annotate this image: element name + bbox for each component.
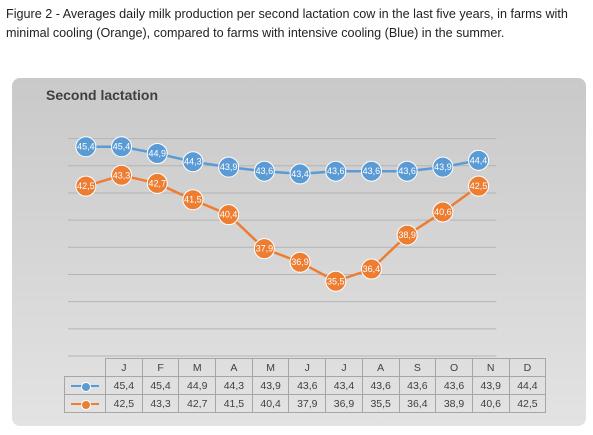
data-point [325,160,347,182]
data-point [182,189,204,211]
month-label: O [435,358,473,377]
data-label: 45,4 [77,142,95,152]
month-label: J [288,358,327,377]
data-point [468,149,490,171]
data-point [146,143,168,165]
data-point [253,160,275,182]
data-label: 43,6 [398,166,416,176]
data-point [111,164,133,186]
table-cell: 44,9 [178,376,217,395]
data-label: 43,6 [363,166,381,176]
table-cell: 43,6 [288,376,327,395]
table-cell: 38,9 [435,394,473,413]
data-point [182,151,204,173]
data-point [218,204,240,226]
month-label: N [471,358,510,377]
table-cell: 43,9 [471,376,510,395]
table-cell: 37,9 [288,394,327,413]
data-point [75,136,97,158]
table-cell: 36,9 [325,394,363,413]
month-label: A [215,358,253,377]
month-label: S [398,358,437,377]
table-cell: 35,5 [361,394,400,413]
data-label: 38,9 [398,230,416,240]
data-point [146,172,168,194]
table-cell: 43,9 [251,376,290,395]
chart-title: Second lactation [46,87,159,103]
data-point [468,175,490,197]
data-point [289,163,311,185]
month-label: F [141,358,180,377]
data-label: 37,9 [256,244,274,254]
month-label: A [361,358,400,377]
legend-key-orange [64,394,106,413]
data-point [289,251,311,273]
data-table-row: 42,5 43,3 42,7 41,5 40,4 37,9 36,9 35,5 36,4 38,9… [64,394,547,413]
data-point [253,238,275,260]
table-cell: 43,6 [398,376,437,395]
table-cell: 43,6 [435,376,473,395]
data-point [325,270,347,292]
data-point [218,156,240,178]
data-point [360,258,382,280]
figure-caption: Figure 2 - Averages daily milk productio… [6,7,568,40]
data-label: 35,5 [327,276,345,286]
data-label: 36,9 [291,257,309,267]
data-label: 40,6 [434,207,452,217]
data-label: 43,3 [113,170,131,180]
data-label: 45,4 [113,142,131,152]
data-point [432,156,454,178]
table-cell: 42,5 [508,394,547,413]
month-label: M [178,358,217,377]
data-label: 41,5 [184,195,202,205]
data-label: 43,6 [327,166,345,176]
data-label: 42,7 [148,178,166,188]
table-cell: 43,3 [141,394,180,413]
month-label: M [251,358,290,377]
data-point [432,201,454,223]
data-point [396,224,418,246]
data-point [75,175,97,197]
data-label: 44,4 [470,155,488,165]
table-cell: 43,6 [361,376,400,395]
data-label: 36,4 [363,264,381,274]
data-label: 43,6 [256,166,274,176]
data-label: 43,9 [434,162,452,172]
table-cell: 45,4 [105,376,143,395]
data-point [111,136,133,158]
table-cell: 36,4 [398,394,437,413]
data-label: 43,9 [220,162,238,172]
legend-key-blue [64,376,106,395]
table-cell: 44,4 [508,376,547,395]
table-cell: 40,4 [251,394,290,413]
table-cell: 42,7 [178,394,217,413]
data-label: 43,4 [291,169,309,179]
table-cell: 43,4 [325,376,363,395]
data-label: 44,9 [148,149,166,159]
series-line [85,173,480,283]
table-cell: 42,5 [105,394,143,413]
data-table-corner [64,358,106,377]
table-cell: 40,6 [471,394,510,413]
month-label: D [508,358,547,377]
data-point [396,160,418,182]
series-line [85,145,479,176]
table-cell: 41,5 [215,394,253,413]
month-label: J [325,358,363,377]
data-label: 40,4 [220,210,238,220]
data-point [360,160,382,182]
data-label: 42,5 [470,181,488,191]
line-plot: 45,4 45,4 44,9 44,3 43,9 43,6 43,4 43,6 43,6 43,6… [68,136,497,357]
month-label: J [105,358,143,377]
data-label: 44,3 [184,157,202,167]
chart-area: Second lactation 45,4 45,4 44,9 44,3 43,9 43,… [12,78,586,426]
data-table-row: 45,4 45,4 44,9 44,3 43,9 43,6 43,4 43,6 43,6 43,6… [64,376,547,395]
data-label: 42,5 [77,181,95,191]
table-cell: 44,3 [215,376,253,395]
table-cell: 45,4 [141,376,180,395]
